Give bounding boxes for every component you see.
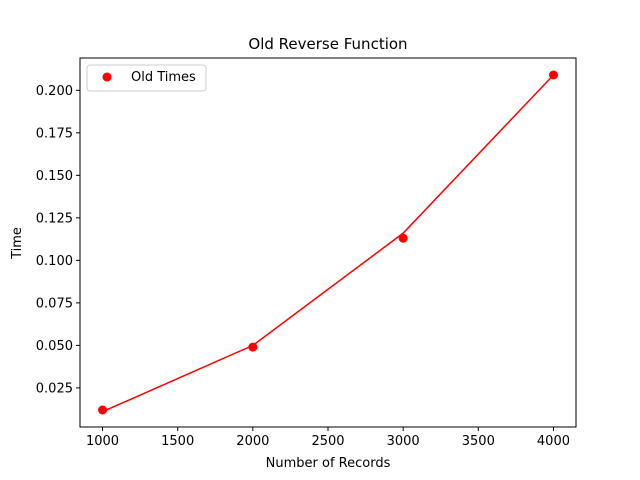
y-tick-label: 0.075 — [36, 296, 73, 311]
legend-label-old-times: Old Times — [131, 70, 196, 85]
legend-box — [86, 64, 207, 92]
y-axis-title: Time — [10, 227, 25, 260]
y-axis-ticks: 0.025 0.050 0.075 0.100 0.125 0.150 0.175 0.200 — [36, 84, 80, 396]
x-axis-title: Number of Records — [266, 456, 391, 471]
x-tick-label: 4000 — [537, 434, 570, 449]
scatter-point — [398, 233, 408, 243]
y-tick-label: 0.175 — [36, 126, 73, 141]
legend: Old Times — [86, 64, 207, 92]
y-tick-label: 0.025 — [36, 381, 73, 396]
y-tick-label: 0.125 — [36, 211, 73, 226]
x-axis-ticks: 1000 1500 2000 2500 3000 3500 4000 — [86, 427, 570, 449]
plot-frame — [79, 57, 577, 428]
chart-title: Old Reverse Function — [248, 35, 407, 53]
x-tick-label: 1000 — [86, 434, 119, 449]
y-tick-label: 0.100 — [36, 254, 73, 269]
x-tick-label: 1500 — [161, 434, 194, 449]
legend-marker-old-times — [102, 72, 112, 82]
x-tick-label: 3500 — [462, 434, 495, 449]
scatter-point — [98, 405, 108, 415]
x-tick-label: 2000 — [236, 434, 269, 449]
y-tick-label: 0.200 — [36, 84, 73, 99]
scatter-point — [548, 70, 558, 80]
series-line — [102, 74, 554, 413]
scatter-point — [248, 342, 258, 352]
x-tick-label: 3000 — [387, 434, 420, 449]
chart-marks — [98, 70, 558, 415]
x-tick-label: 2500 — [311, 434, 344, 449]
y-tick-label: 0.050 — [36, 339, 73, 354]
plot-area — [80, 58, 576, 427]
y-tick-label: 0.150 — [36, 169, 73, 184]
